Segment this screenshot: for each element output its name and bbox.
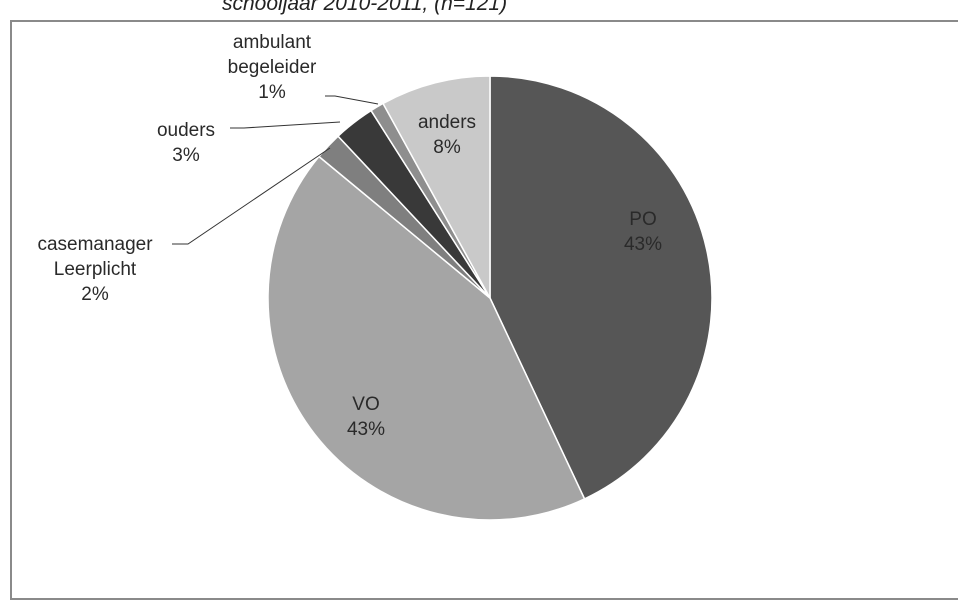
category-label: ouders bbox=[156, 120, 216, 141]
pie-slice bbox=[489, 75, 713, 500]
value-label: 3% bbox=[172, 145, 200, 166]
chart-title: schooljaar 2010-2011, (n=121) bbox=[222, 0, 508, 15]
value-label: 43% bbox=[346, 419, 386, 440]
pie-slice bbox=[382, 75, 491, 299]
category-label: ambulant begeleider bbox=[227, 32, 317, 78]
category-label: PO bbox=[629, 209, 657, 230]
leader-line bbox=[230, 121, 341, 129]
category-label: anders bbox=[417, 112, 477, 133]
slice-label: ouders 3% bbox=[141, 118, 231, 168]
pie-slice bbox=[267, 155, 586, 521]
value-label: 1% bbox=[258, 82, 286, 103]
value-label: 8% bbox=[433, 137, 461, 158]
category-label: VO bbox=[352, 394, 380, 415]
page: schooljaar 2010-2011, (n=121) (() => { c… bbox=[10, 0, 958, 600]
slice-label: VO 43% bbox=[336, 392, 396, 442]
slice-label: PO 43% bbox=[613, 207, 673, 257]
slice-label: anders 8% bbox=[407, 110, 487, 160]
category-label: casemanager Leerplicht bbox=[37, 234, 153, 280]
value-label: 43% bbox=[623, 234, 663, 255]
slice-label: casemanager Leerplicht 2% bbox=[30, 232, 160, 307]
slice-label: ambulant begeleider 1% bbox=[217, 30, 327, 105]
chart bbox=[172, 75, 713, 521]
value-label: 2% bbox=[81, 284, 109, 305]
leader-line bbox=[325, 95, 379, 105]
leader-line bbox=[172, 147, 331, 245]
